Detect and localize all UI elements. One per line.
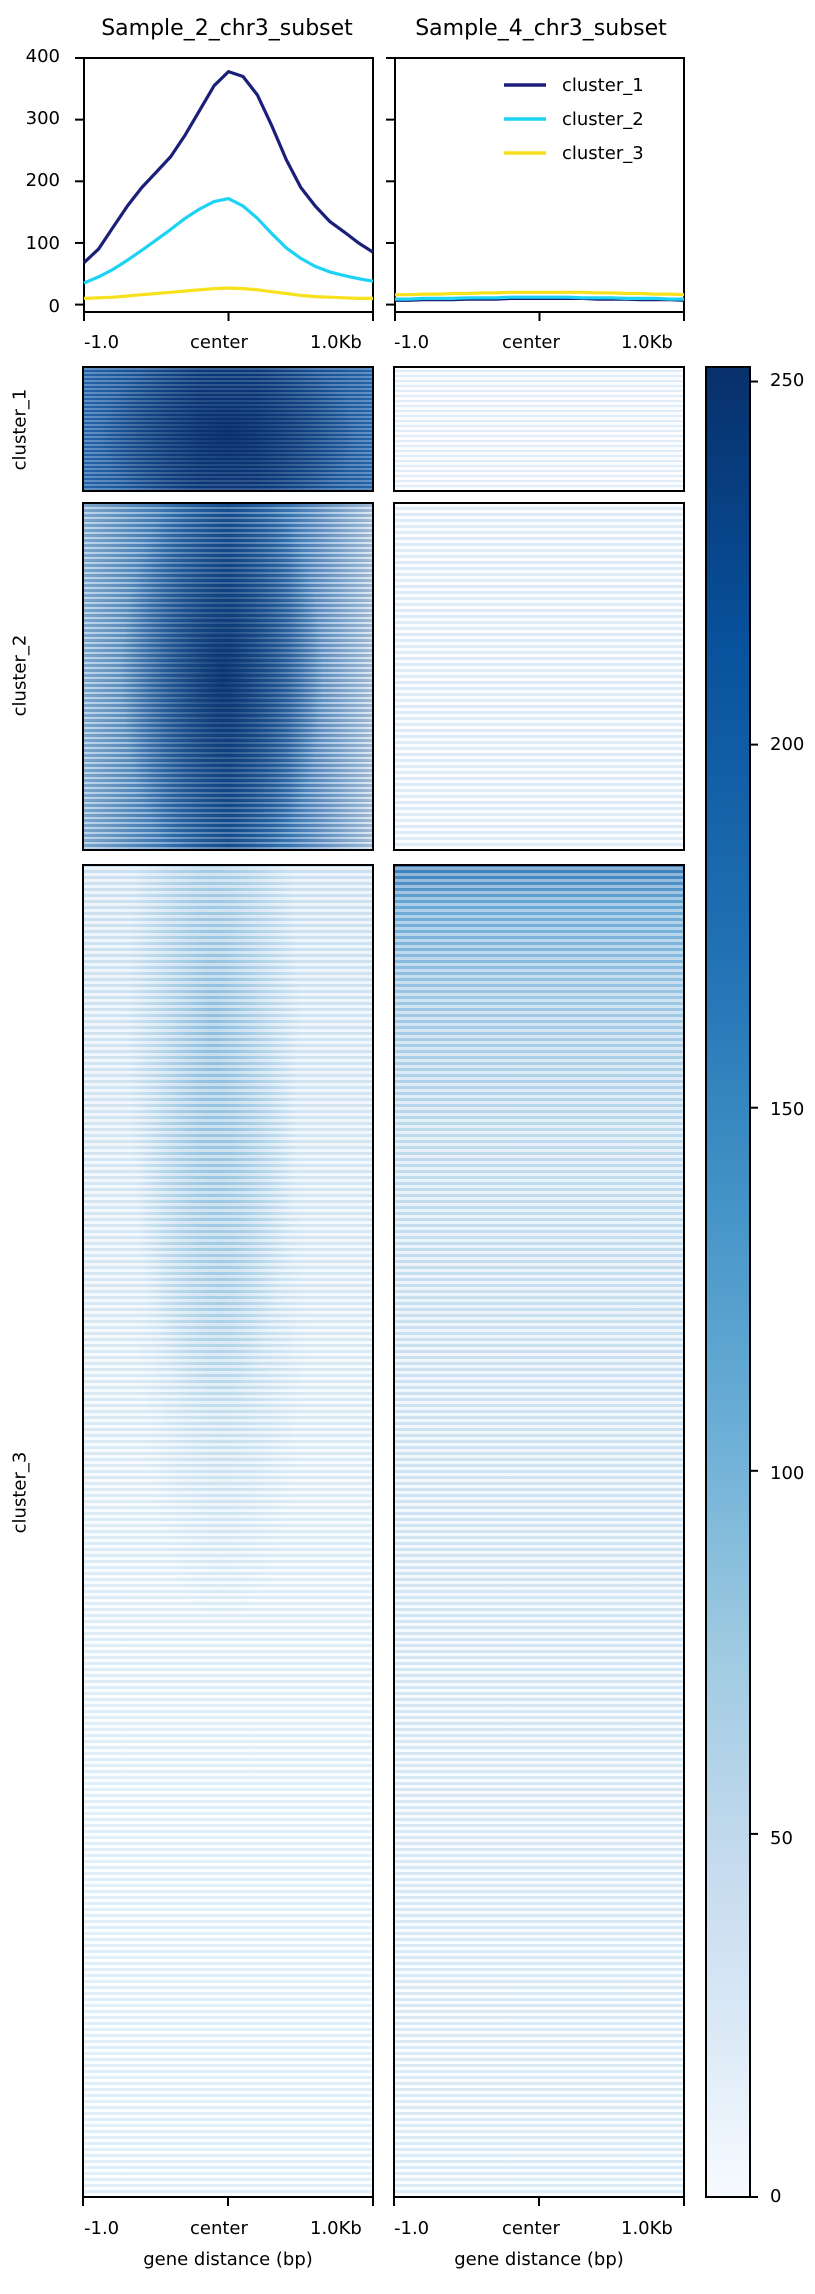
series-line-cluster_3 [83,286,373,300]
bottom-x-tick-left-center: center [190,2218,248,2239]
colorbar [705,366,751,2198]
colorbar-tick-0: 0 [770,2186,782,2207]
legend-label-cluster_3: cluster_3 [562,143,644,164]
left-title: Sample_2_chr3_subset [101,16,353,41]
bottom-x-tick-right-center: center [502,2218,560,2239]
profile-plot-right: cluster_1 cluster_2 cluster_3 [386,57,685,321]
right-title: Sample_4_chr3_subset [415,16,667,41]
y-tick-400: 400 [25,46,60,67]
colorbar-tick-50: 50 [770,1828,793,1849]
y-tick-100: 100 [25,233,60,254]
bottom-x-tick-left-end: 1.0Kb [310,2218,362,2239]
x-tick-left-end: 1.0Kb [310,332,362,353]
x-axis-label-left: gene distance (bp) [143,2249,313,2270]
bottom-x-tick-right-start: -1.0 [394,2218,430,2239]
heatmap-s4-cluster-1 [393,366,685,492]
series-line-cluster_3 [395,290,685,297]
colorbar-tick-200: 200 [770,734,805,755]
series-line-cluster_1 [82,70,374,264]
colorbar-tick-100: 100 [770,1463,805,1484]
y-tick-0: 0 [48,296,60,317]
heatmap-s2-cluster-1 [82,366,374,492]
x-tick-left-start: -1.0 [84,332,120,353]
colorbar-tick-150: 150 [770,1099,805,1120]
cluster-label-3: cluster_3 [9,1451,31,1534]
heatmap-s4-cluster-3 [393,864,685,2198]
bottom-axis-ticks [82,2196,685,2206]
bottom-x-tick-right-end: 1.0Kb [621,2218,673,2239]
heatmap-s2-cluster-3 [82,864,374,2198]
series-line-cluster_2 [83,197,374,285]
cluster-label-2: cluster_2 [9,634,31,717]
plot-frame [394,57,685,313]
profile-plot-left [75,57,374,321]
plot-frame [83,57,374,313]
y-tick-300: 300 [25,108,60,129]
series-line-cluster_2 [395,295,684,301]
x-axis-label-right: gene distance (bp) [454,2249,624,2270]
colorbar-ticks [749,380,758,2198]
x-tick-right-end: 1.0Kb [621,332,673,353]
legend-label-cluster_1: cluster_1 [562,75,644,96]
colorbar-tick-250: 250 [770,370,805,391]
heatmap-s4-cluster-2 [393,502,685,851]
x-tick-left-center: center [190,332,248,353]
x-tick-right-center: center [502,332,560,353]
y-tick-200: 200 [25,170,60,191]
cluster-label-1: cluster_1 [9,388,31,471]
x-tick-right-start: -1.0 [394,332,430,353]
heatmap-s2-cluster-2 [82,502,374,851]
legend-label-cluster_2: cluster_2 [562,109,644,130]
bottom-x-tick-left-start: -1.0 [84,2218,120,2239]
